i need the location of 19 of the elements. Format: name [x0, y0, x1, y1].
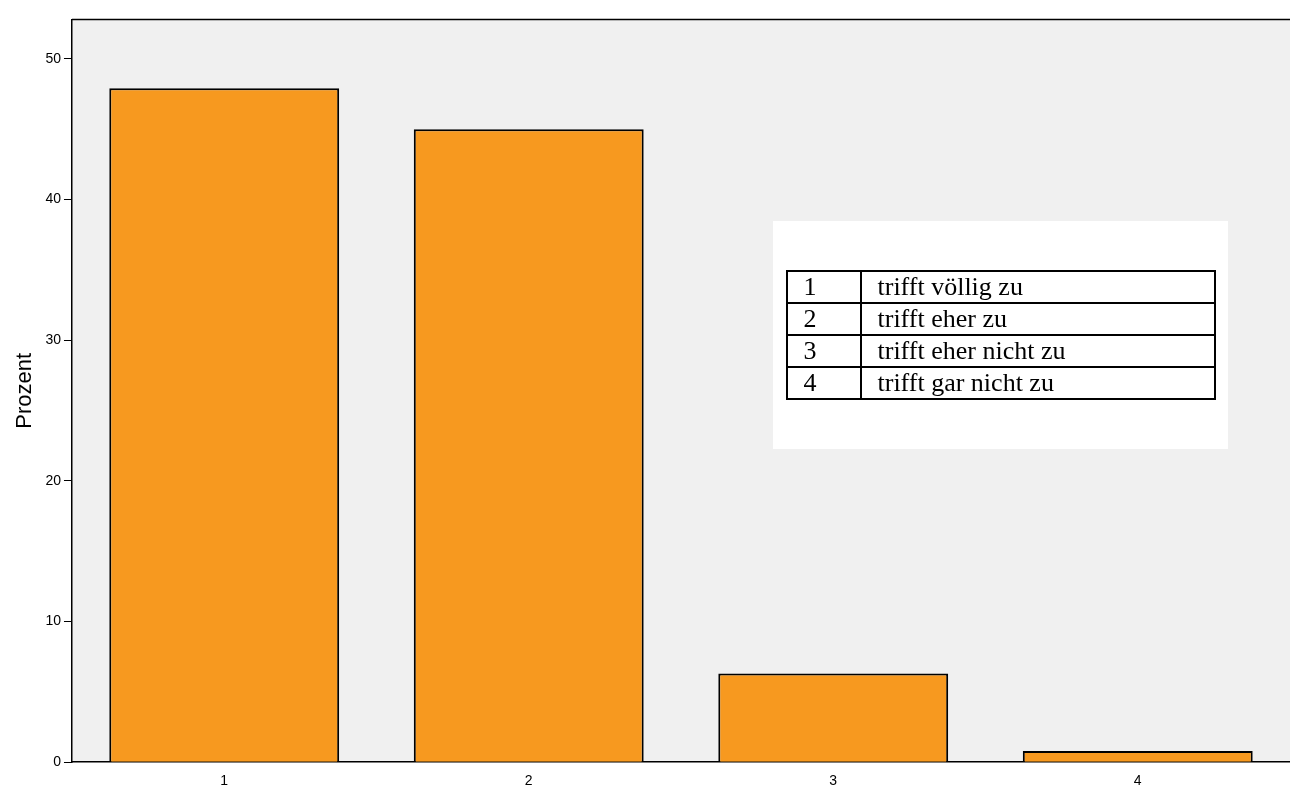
x-tick-label: 2 [524, 772, 533, 789]
y-tick-label: 50 [45, 49, 62, 66]
category-label: 4 [803, 368, 817, 397]
x-tick-label: 4 [1133, 772, 1142, 789]
category-label: 3 [803, 336, 817, 365]
y-tick-label: 30 [45, 331, 62, 348]
x-tick-label: 3 [829, 772, 838, 789]
category-label: 2 [803, 304, 817, 333]
category-label: 1 [803, 272, 817, 301]
x-tick-label: 1 [220, 772, 229, 789]
annotation: trifft gar nicht zu [860, 367, 1215, 399]
y-tick-label: 20 [45, 471, 62, 488]
annotation: trifft eher nicht zu [860, 335, 1215, 367]
y-tick-label: 0 [53, 753, 62, 770]
annotation: trifft eher zu [860, 303, 1215, 335]
annotation: trifft völlig zu [860, 271, 1215, 303]
y-axis-title: Prozent [11, 352, 37, 429]
y-tick-label: 10 [45, 612, 62, 629]
y-tick-label: 40 [45, 190, 62, 207]
